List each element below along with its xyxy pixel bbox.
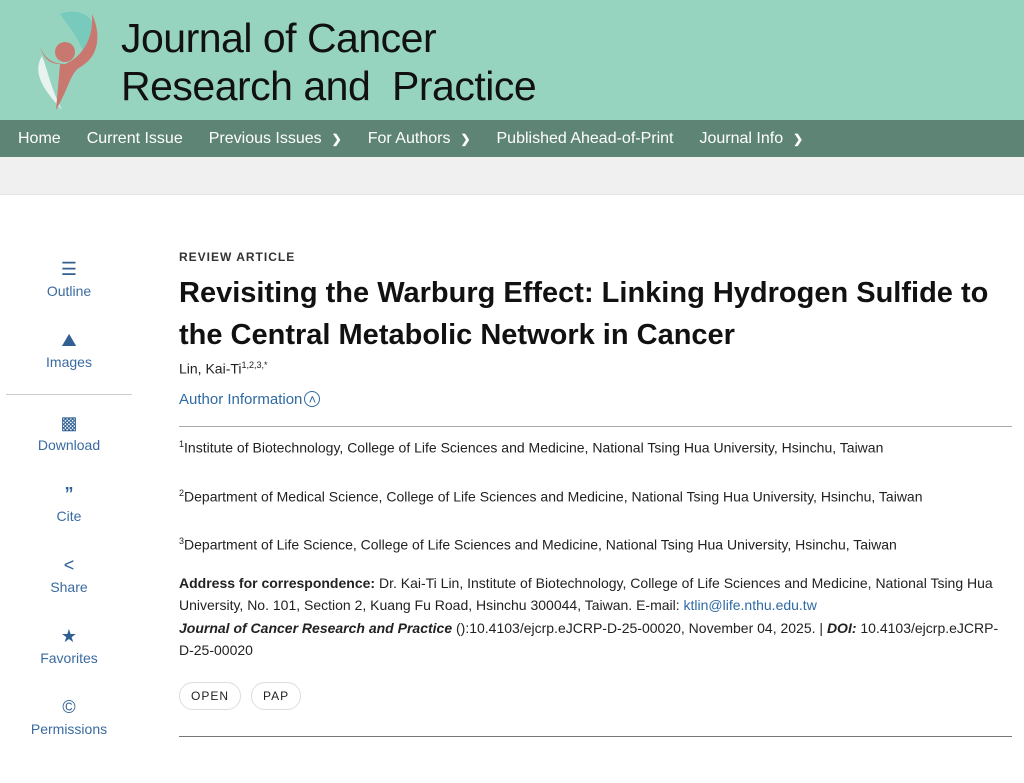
tag-pap[interactable]: PAP <box>251 681 302 710</box>
sidebar-outline[interactable]: ☰ Outline <box>6 255 132 326</box>
citation-journal: Journal of Cancer Research and Practice <box>179 619 453 636</box>
image-icon: ⛰ <box>61 329 77 350</box>
journal-title[interactable]: Journal of Cancer Research and Practice <box>121 14 537 110</box>
citation-text: ():10.4103/ejcrp.eJCRP-D-25-00020, Novem… <box>452 619 827 636</box>
sidebar-download[interactable]: ▩ Download <box>6 409 132 480</box>
nav-home[interactable]: Home <box>18 130 61 148</box>
doi-label: DOI: <box>826 619 857 636</box>
sidebar-permissions[interactable]: © Permissions <box>6 693 132 764</box>
author[interactable]: Lin, Kai-Ti1,2,3,* <box>179 360 1012 377</box>
divider <box>179 425 1012 427</box>
nav-for-authors[interactable]: For Authors ❯ <box>368 130 471 148</box>
article-tools-sidebar: ☰ Outline ⛰ Images ▩ Download ” Cite < Share … <box>6 255 132 764</box>
nav-label: Previous Issues <box>208 129 322 147</box>
nav-previous-issues[interactable]: Previous Issues ❯ <box>209 130 342 148</box>
correspondence-label: Address for correspondence: <box>179 574 376 591</box>
correspondence: Address for correspondence: Dr. Kai-Ti L… <box>179 572 1012 662</box>
share-icon: < <box>63 554 75 575</box>
affiliation-text: Department of Medical Science, College o… <box>184 488 923 505</box>
article-header: REVIEW ARTICLE Revisiting the Warburg Ef… <box>179 250 1012 737</box>
author-information-toggle[interactable]: Author Information ˄ <box>179 390 1012 408</box>
nav-label: For Authors <box>367 129 451 147</box>
divider <box>179 735 1012 737</box>
doi-value: 10.4103/ejcrp.eJCRP-D-25-00020 <box>179 619 999 659</box>
banner-strip <box>0 157 1024 195</box>
author-name: Lin, Kai-Ti <box>179 360 242 377</box>
sidebar-label: Outline <box>46 283 92 299</box>
site-header: Journal of Cancer Research and Practice <box>0 0 1024 120</box>
affiliation: 1Institute of Biotechnology, College of … <box>179 439 1012 476</box>
sidebar-label: Cite <box>56 508 82 524</box>
sidebar-label: Favorites <box>40 650 98 666</box>
main-nav: Home Current Issue Previous Issues ❯ For … <box>0 120 1024 157</box>
email-link[interactable]: ktlin@life.nthu.edu.tw <box>683 597 817 614</box>
chevron-down-icon: ❯ <box>793 131 804 146</box>
affiliation-number: 1 <box>179 438 185 449</box>
article-tags: OPEN PAP <box>179 681 1012 710</box>
nav-published-ahead-of-print[interactable]: Published Ahead-of-Print <box>497 130 674 148</box>
nav-journal-info[interactable]: Journal Info ❯ <box>700 130 804 148</box>
nav-label: Journal Info <box>699 129 784 147</box>
affiliation-text: Institute of Biotechnology, College of L… <box>184 439 884 456</box>
nav-current-issue[interactable]: Current Issue <box>87 130 183 148</box>
sidebar-favorites[interactable]: ★ Favorites <box>6 622 132 693</box>
article-type: REVIEW ARTICLE <box>179 250 296 264</box>
correspondence-text: Dr. Kai-Ti Lin, Institute of Biotechnolo… <box>179 574 993 614</box>
affiliation-number: 2 <box>179 487 185 498</box>
tag-open[interactable]: OPEN <box>179 681 242 710</box>
sidebar-label: Download <box>37 437 101 453</box>
article-title: Revisiting the Warburg Effect: Linking H… <box>179 277 989 351</box>
list-icon: ☰ <box>60 258 78 279</box>
sidebar-label: Images <box>46 354 92 370</box>
chevron-down-icon: ❯ <box>460 131 471 146</box>
author-affiliation-marks: 1,2,3,* <box>241 360 268 370</box>
chevron-up-circle-icon: ˄ <box>304 390 321 407</box>
affiliation: 2Department of Medical Science, College … <box>179 488 1012 524</box>
sidebar-images[interactable]: ⛰ Images <box>6 326 132 392</box>
sidebar-cite[interactable]: ” Cite <box>6 480 132 551</box>
quote-icon: ” <box>64 483 74 504</box>
affiliation-number: 3 <box>179 535 185 546</box>
nav-label: Home <box>18 129 61 147</box>
journal-title-line2: Research and Practice <box>121 63 537 109</box>
chevron-down-icon: ❯ <box>331 131 342 146</box>
divider <box>6 394 132 395</box>
nav-label: Current Issue <box>86 129 183 147</box>
star-icon: ★ <box>60 625 78 646</box>
sidebar-share[interactable]: < Share <box>6 551 132 622</box>
affiliation: 3Department of Life Science, College of … <box>179 536 1012 566</box>
copyright-icon: © <box>62 696 76 717</box>
journal-title-line1: Journal of Cancer <box>121 15 437 61</box>
sidebar-label: Permissions <box>30 721 108 737</box>
author-info-label: Author Information <box>179 390 303 408</box>
journal-logo[interactable] <box>30 6 110 112</box>
pdf-icon: ▩ <box>60 412 78 433</box>
affiliation-text: Department of Life Science, College of L… <box>184 536 897 553</box>
nav-label: Published Ahead-of-Print <box>496 129 674 147</box>
sidebar-label: Share <box>50 579 88 595</box>
